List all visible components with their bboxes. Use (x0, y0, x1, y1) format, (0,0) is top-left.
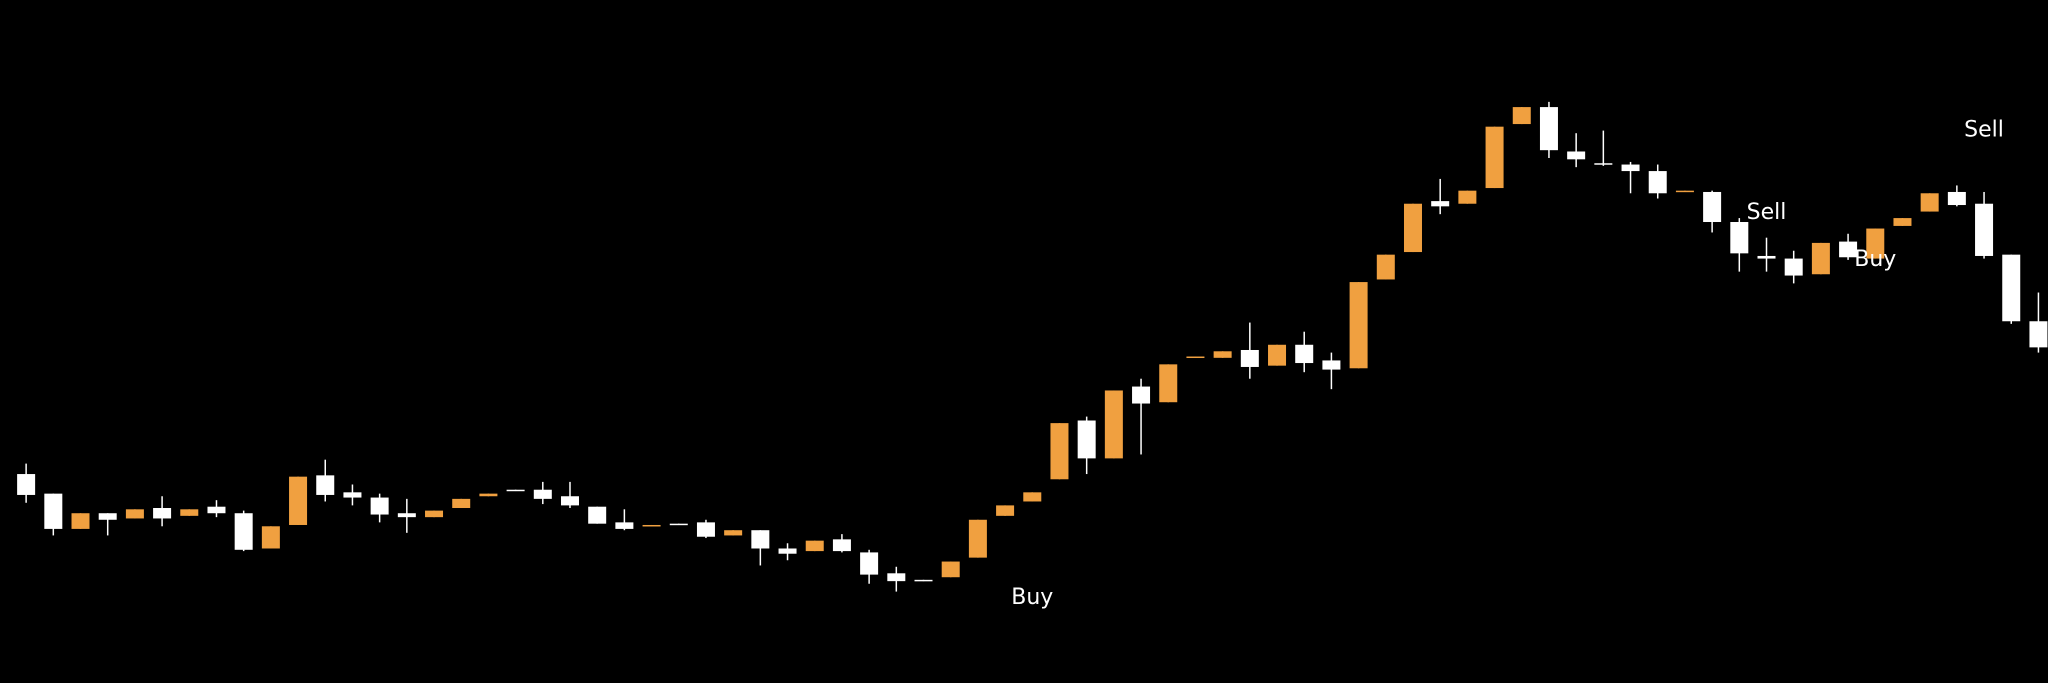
candle-body (1349, 282, 1368, 369)
candle-body (44, 493, 63, 529)
candle-body (2002, 254, 2021, 322)
candle-body (343, 492, 362, 498)
candle-body (560, 496, 579, 506)
signal-label: Sell (1747, 200, 1787, 225)
candle-body (1567, 151, 1586, 160)
candle-body (832, 539, 851, 552)
candle-body (1104, 390, 1123, 459)
candle-body (1403, 203, 1422, 253)
candle-body (1648, 171, 1667, 194)
candle-body (1621, 164, 1640, 172)
candle-body (696, 522, 715, 537)
candle-body (1268, 344, 1287, 366)
candle-body (1376, 254, 1395, 280)
candle-body (1594, 163, 1613, 165)
candle-body (968, 519, 987, 558)
candle-body (941, 561, 960, 578)
candle-body (805, 540, 824, 552)
candle-body (2029, 321, 2048, 348)
candle-body (153, 508, 172, 519)
candle-body (1050, 423, 1069, 480)
candle-body (1512, 107, 1531, 125)
candle-body (1186, 356, 1205, 359)
candle-body (1866, 228, 1885, 259)
candle-body (615, 522, 634, 529)
signal-label: Sell (1964, 118, 2004, 143)
candle-body (17, 474, 36, 495)
candle-body (452, 498, 471, 509)
candle-body (98, 513, 117, 520)
candle-body (370, 497, 389, 515)
candle-body (289, 476, 308, 525)
candle-body (180, 509, 199, 516)
candle-body (1077, 420, 1096, 459)
candle-body (588, 506, 607, 524)
candle-body (1485, 126, 1504, 189)
candle-body (1784, 258, 1803, 276)
candle-body (1920, 193, 1939, 212)
candle-body (1893, 218, 1912, 226)
candle-body (778, 548, 797, 554)
candle-body (234, 513, 253, 550)
candle-body (1431, 201, 1450, 207)
candle-body (506, 489, 525, 492)
candle-body (397, 513, 416, 518)
candle-body (479, 493, 498, 497)
candle-body (1322, 360, 1341, 370)
candle-body (914, 579, 933, 582)
candle-body (642, 524, 661, 527)
signal-label: Buy (1854, 247, 1896, 272)
candle-body (1295, 344, 1314, 364)
candle-body (1811, 242, 1830, 275)
candle-body (1159, 364, 1178, 403)
candle-body (1132, 386, 1151, 404)
candle-body (860, 552, 879, 575)
candle-body (751, 530, 770, 549)
candle-body (533, 489, 552, 499)
candle-body (1675, 190, 1694, 193)
candle-body (1730, 222, 1749, 254)
candle-body (1839, 241, 1858, 258)
candle-body (207, 506, 226, 514)
candle-body (316, 475, 335, 495)
signal-label: Buy (1011, 585, 1053, 610)
candle-body (125, 509, 144, 519)
candle-body (1539, 107, 1558, 151)
candle-body (1703, 191, 1722, 223)
candle-body (1458, 190, 1477, 204)
candle-body (669, 523, 688, 526)
candle-body (996, 505, 1015, 516)
candle-body (1213, 351, 1232, 358)
candle-body (887, 573, 906, 582)
candle-body (724, 530, 743, 536)
candle-body (425, 510, 444, 518)
candle-body (1757, 255, 1776, 259)
candle-body (1975, 203, 1994, 256)
candle-body (1023, 492, 1042, 502)
candle-body (261, 526, 280, 549)
candle-body (1240, 349, 1259, 367)
candle-body (1947, 191, 1966, 206)
candle-body (71, 513, 90, 529)
